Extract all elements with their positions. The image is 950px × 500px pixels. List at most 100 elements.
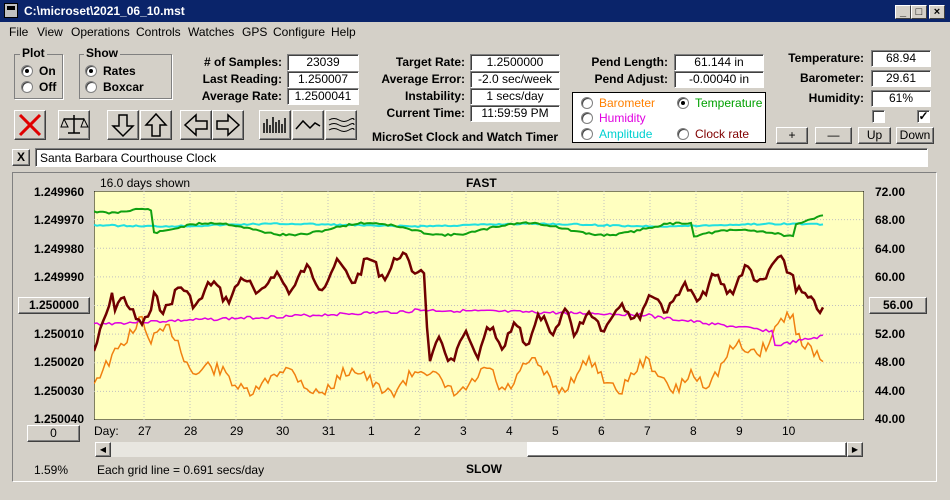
days-shown-label: 16.0 days shown — [100, 176, 191, 190]
samples-value: 23039 — [287, 54, 359, 71]
graph-panel — [12, 172, 937, 482]
average-rate-value: 1.2500041 — [287, 88, 359, 105]
stop-button[interactable] — [14, 110, 46, 140]
left-axis-tick: 1.250040 — [33, 412, 84, 426]
grid-note: Each grid line = 0.691 secs/day — [97, 463, 265, 477]
right-axis-tick: 60.00 — [875, 270, 906, 284]
day-tick-label: 10 — [782, 424, 796, 438]
pend-length-label: Pend Length: — [591, 55, 668, 69]
horizontal-scrollbar[interactable]: ◀ ▶ — [94, 441, 864, 458]
fast-label: FAST — [466, 176, 497, 190]
line-view-button[interactable] — [292, 110, 324, 140]
pend-length-value: 61.144 in — [674, 54, 764, 71]
day-tick-label: 8 — [690, 424, 697, 438]
menu-view[interactable]: View — [37, 25, 63, 39]
clock-name-field[interactable]: Santa Barbara Courthouse Clock — [35, 148, 928, 167]
menu-bar: File View Operations Controls Watches GP… — [0, 22, 950, 42]
menu-controls[interactable]: Controls — [136, 25, 181, 39]
bar-chart-icon — [263, 117, 286, 133]
left-axis-tick: 1.250020 — [33, 355, 84, 369]
zero-button[interactable]: 0 — [27, 425, 80, 442]
scroll-up-button[interactable] — [140, 110, 172, 140]
day-tick-label: 9 — [736, 424, 743, 438]
last-reading-label: Last Reading: — [202, 72, 282, 86]
show-group-title: Show — [84, 46, 120, 60]
scroll-down-button[interactable] — [107, 110, 139, 140]
close-button[interactable]: × — [929, 5, 945, 19]
left-axis-tick: 1.250010 — [33, 327, 84, 341]
scroll-thumb[interactable] — [527, 442, 847, 457]
clock-rate-series — [94, 251, 825, 363]
day-tick-label: 2 — [414, 424, 421, 438]
menu-configure[interactable]: Configure — [273, 25, 326, 39]
pend-adjust-value: -0.00040 in — [674, 71, 764, 88]
menu-operations[interactable]: Operations — [71, 25, 130, 39]
app-caption: MicroSet Clock and Watch Timer — [372, 130, 559, 144]
maximize-button[interactable]: □ — [911, 5, 927, 19]
left-axis-tick: 1.250030 — [33, 384, 84, 398]
minimize-button[interactable]: _ — [895, 5, 911, 19]
right-checkbox[interactable]: ✓ — [917, 109, 930, 123]
show-rates-radio[interactable] — [85, 65, 97, 77]
minus-button[interactable]: — — [815, 127, 852, 144]
left-center-button[interactable]: 1.250000 — [18, 297, 90, 314]
day-tick-label: 4 — [506, 424, 513, 438]
amplitude-radio[interactable] — [581, 128, 593, 140]
arrow-down-icon — [111, 114, 135, 138]
average-error-value: -2.0 sec/week — [470, 71, 560, 88]
right-axis-tick: 44.00 — [875, 384, 906, 398]
menu-gps[interactable]: GPS — [242, 25, 268, 39]
temperature-reading-label: Temperature: — [788, 51, 864, 65]
left-axis-tick: 1.249990 — [33, 270, 84, 284]
right-axis-tick: 40.00 — [875, 412, 906, 426]
bar-view-button[interactable] — [259, 110, 291, 140]
left-checkbox[interactable] — [872, 110, 885, 123]
barometer-reading-value: 29.61 — [871, 70, 931, 87]
plot-on-label: On — [39, 64, 56, 78]
plot-off-radio[interactable] — [21, 81, 33, 93]
right-axis-tick: 72.00 — [875, 185, 906, 199]
current-time-value: 11:59:59 PM — [470, 105, 560, 122]
show-boxcar-radio[interactable] — [85, 81, 97, 93]
menu-watches[interactable]: Watches — [188, 25, 235, 39]
down-button[interactable]: Down — [896, 127, 934, 144]
barometer-label: Barometer — [599, 96, 656, 110]
humidity-radio[interactable] — [581, 112, 593, 124]
wave-icon — [328, 118, 355, 132]
clear-clock-button[interactable]: X — [12, 149, 30, 166]
pend-adjust-label: Pend Adjust: — [594, 72, 668, 86]
right-axis-tick: 64.00 — [875, 242, 906, 256]
app-icon — [4, 3, 18, 18]
day-tick-label: 1 — [368, 424, 375, 438]
day-tick-label: 5 — [552, 424, 559, 438]
plot-on-radio[interactable] — [21, 65, 33, 77]
clock-rate-radio[interactable] — [677, 128, 689, 140]
instability-label: Instability: — [404, 89, 465, 103]
scroll-right-arrow[interactable]: ▶ — [847, 442, 863, 457]
up-button[interactable]: Up — [858, 127, 891, 144]
day-tick-label: 30 — [276, 424, 290, 438]
menu-help[interactable]: Help — [331, 25, 356, 39]
scroll-left-arrow[interactable]: ◀ — [95, 442, 111, 457]
temperature-radio[interactable] — [677, 97, 689, 109]
barometer-radio[interactable] — [581, 97, 593, 109]
title-bar: C:\microset\2021_06_10.mst _ □ × — [0, 0, 950, 22]
menu-file[interactable]: File — [9, 25, 29, 39]
scroll-left-button[interactable] — [180, 110, 212, 140]
rate-graph[interactable] — [94, 191, 864, 420]
wave-view-button[interactable] — [325, 110, 357, 140]
last-reading-value: 1.250007 — [287, 71, 359, 88]
window-title: C:\microset\2021_06_10.mst — [24, 4, 185, 18]
plus-button[interactable]: + — [776, 127, 808, 144]
left-axis-tick: 1.249960 — [33, 185, 84, 199]
target-rate-label: Target Rate: — [395, 55, 465, 69]
right-center-button[interactable]: 56.00 — [869, 297, 927, 314]
scale-icon — [60, 115, 89, 134]
plot-off-label: Off — [39, 80, 57, 94]
plot-group-title: Plot — [20, 46, 47, 60]
calibrate-button[interactable] — [58, 110, 90, 140]
left-axis-tick: 1.249970 — [33, 213, 84, 227]
day-tick-label: 3 — [460, 424, 467, 438]
samples-label: # of Samples: — [203, 55, 282, 69]
scroll-right-button[interactable] — [212, 110, 244, 140]
